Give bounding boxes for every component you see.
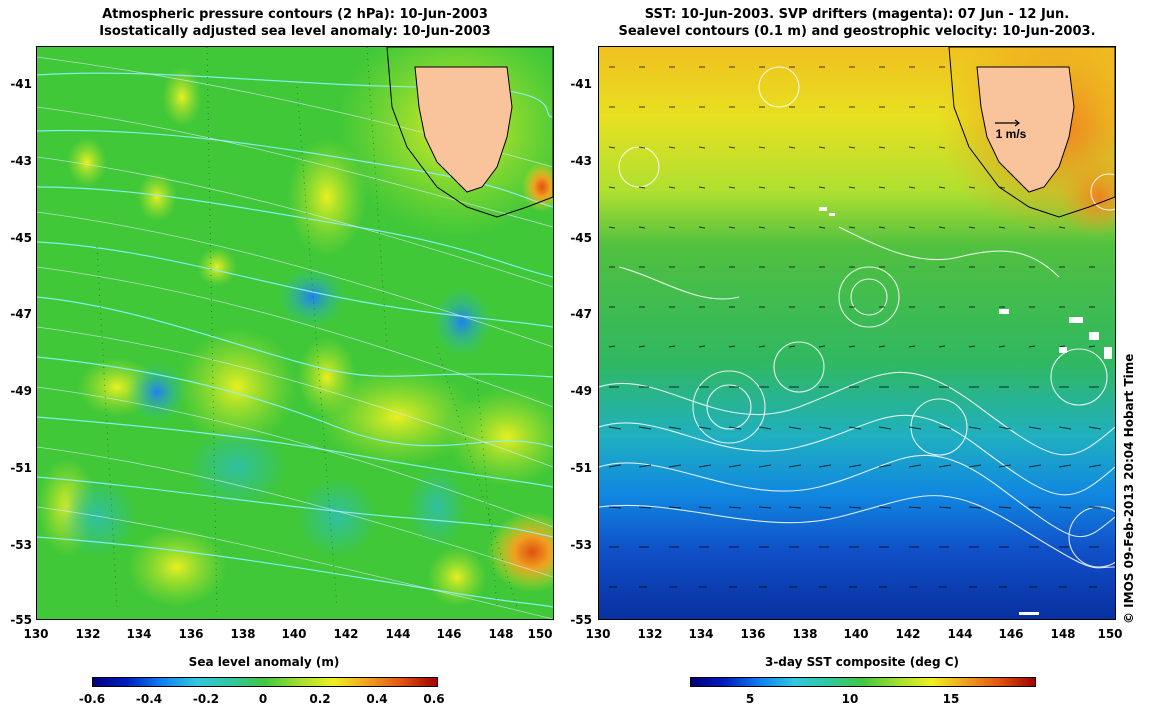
velocity-scale-label: 1 m/s <box>996 127 1027 141</box>
left-colorbar-tick: 0.6 <box>423 692 445 706</box>
velocity-arrows <box>608 66 1102 588</box>
right-x-label: 148 <box>1050 627 1076 641</box>
right-x-label: 144 <box>947 627 973 641</box>
right-colorbar-tick: 15 <box>942 692 960 706</box>
right-colorbar-tick: 5 <box>745 692 755 706</box>
left-map-panel[interactable] <box>36 46 554 620</box>
right-y-label: -53 <box>570 538 592 552</box>
right-x-label: 136 <box>740 627 766 641</box>
right-x-label: 140 <box>843 627 869 641</box>
left-y-label: -55 <box>10 613 32 627</box>
right-x-label: 138 <box>792 627 818 641</box>
left-x-label: 140 <box>281 627 307 641</box>
left-map-title-line1: Atmospheric pressure contours (2 hPa): 1… <box>102 7 488 22</box>
left-x-label: 138 <box>230 627 256 641</box>
left-y-label: -53 <box>10 538 32 552</box>
left-colorbar-tick: -0.6 <box>78 692 106 706</box>
right-x-label: 134 <box>688 627 714 641</box>
left-colorbar-tick: 0 <box>258 692 268 706</box>
right-map-title-line2: Sealevel contours (0.1 m) and geostrophi… <box>618 24 1096 39</box>
left-y-label: -47 <box>10 307 32 321</box>
left-y-label: -49 <box>10 384 32 398</box>
left-colorbar-tick: -0.2 <box>192 692 220 706</box>
right-x-label: 150 <box>1097 627 1123 641</box>
left-map-title-line2: Isostatically adjusted sea level anomaly… <box>99 24 491 39</box>
right-x-label: 142 <box>895 627 921 641</box>
right-y-label: -55 <box>570 613 592 627</box>
left-x-label: 148 <box>488 627 514 641</box>
left-colorbar-title: Sea level anomaly (m) <box>188 655 340 669</box>
left-x-label: 142 <box>333 627 359 641</box>
right-x-label: 130 <box>585 627 611 641</box>
tasmania-landmass <box>414 66 513 193</box>
right-map-title: SST: 10-Jun-2003. SVP drifters (magenta)… <box>598 6 1116 40</box>
sealevel-contours <box>599 66 1115 569</box>
left-x-label: 134 <box>126 627 152 641</box>
right-y-label: -43 <box>570 154 592 168</box>
imos-credit: © IMOS 09-Feb-2013 20:04 Hobart Time <box>1122 353 1136 624</box>
tasmania-landmass <box>976 66 1075 193</box>
left-x-label: 146 <box>436 627 462 641</box>
right-x-label: 146 <box>998 627 1024 641</box>
left-y-label: -51 <box>10 461 32 475</box>
left-colorbar-tick: 0.2 <box>309 692 331 706</box>
velocity-scale-arrow <box>995 119 1020 127</box>
pressure-contours <box>37 72 553 608</box>
missing-data-patches <box>819 207 1112 615</box>
right-y-label: -51 <box>570 461 592 475</box>
left-y-label: -41 <box>10 77 32 91</box>
left-x-label: 150 <box>527 627 553 641</box>
right-colorbar <box>690 677 1036 687</box>
left-x-label: 132 <box>75 627 101 641</box>
right-map-title-line1: SST: 10-Jun-2003. SVP drifters (magenta)… <box>644 7 1070 22</box>
right-colorbar-title: 3-day SST composite (deg C) <box>764 655 960 669</box>
left-y-label: -45 <box>10 231 32 245</box>
left-x-label: 136 <box>178 627 204 641</box>
left-map-image <box>37 47 553 619</box>
left-colorbar-tick: -0.4 <box>135 692 163 706</box>
right-y-label: -49 <box>570 384 592 398</box>
left-colorbar-tick: 0.4 <box>366 692 388 706</box>
left-y-label: -43 <box>10 154 32 168</box>
left-x-label: 144 <box>385 627 411 641</box>
right-map-panel[interactable]: 1 m/s <box>598 46 1116 620</box>
right-y-label: -45 <box>570 231 592 245</box>
left-colorbar <box>92 677 438 687</box>
right-colorbar-tick: 10 <box>841 692 859 706</box>
right-y-label: -47 <box>570 307 592 321</box>
right-map-image: 1 m/s <box>599 47 1115 619</box>
left-x-label: 130 <box>23 627 49 641</box>
left-map-title: Atmospheric pressure contours (2 hPa): 1… <box>36 6 554 40</box>
right-x-label: 132 <box>637 627 663 641</box>
right-y-label: -41 <box>570 77 592 91</box>
